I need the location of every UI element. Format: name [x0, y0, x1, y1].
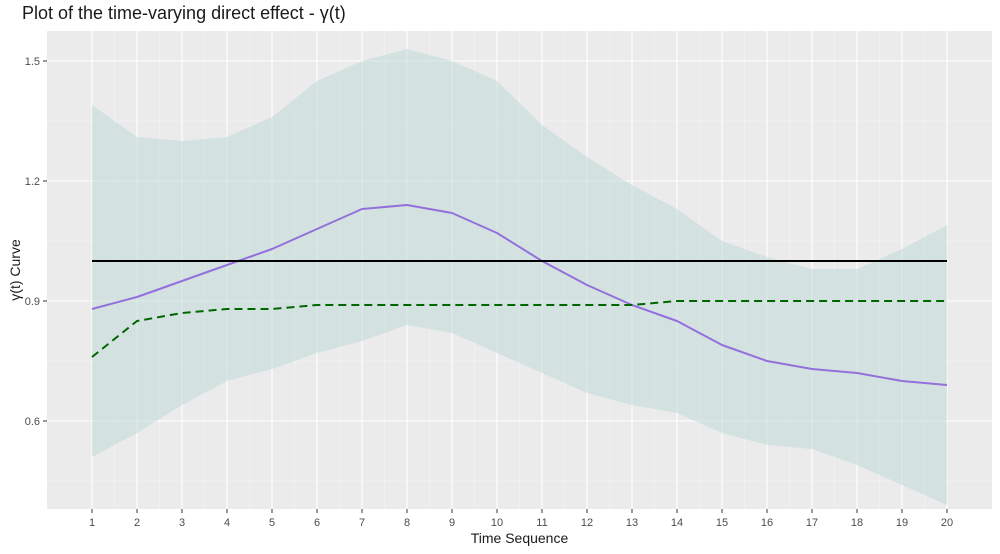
confidence-band: [92, 49, 947, 505]
x-tick-label: 14: [671, 517, 683, 529]
gamma-curve-line: [91, 204, 948, 386]
x-tick-label: 19: [896, 517, 908, 529]
x-tick-label: 12: [581, 517, 593, 529]
chart-title: Plot of the time-varying direct effect -…: [22, 3, 346, 23]
x-tick-label: 6: [314, 517, 320, 529]
x-tick-label: 16: [761, 517, 773, 529]
x-tick-label: 8: [404, 517, 410, 529]
x-tick-label: 7: [359, 517, 365, 529]
series-layer: [91, 204, 948, 386]
x-tick-label: 9: [449, 517, 455, 529]
x-tick-label: 18: [851, 517, 863, 529]
y-axis-title: γ(t) Curve: [7, 239, 23, 301]
y-tick-label: 0.6: [25, 416, 40, 428]
x-tick-label: 20: [941, 517, 953, 529]
dashed-curve-line: [91, 300, 947, 358]
x-axis: 1 2 3 4 5 6 7 8 9 10 11 12 13 14 15 16 17 18 19 20: [89, 509, 953, 529]
x-tick-label: 10: [491, 517, 503, 529]
x-tick-label: 11: [536, 517, 547, 529]
x-tick-label: 17: [806, 517, 818, 529]
x-axis-title: Time Sequence: [471, 530, 569, 546]
y-tick-label: 1.5: [25, 56, 40, 68]
x-tick-label: 1: [89, 517, 95, 529]
y-tick-label: 1.2: [25, 176, 40, 188]
y-tick-label: 0.9: [25, 296, 40, 308]
x-tick-label: 4: [224, 517, 230, 529]
x-tick-label: 2: [134, 517, 140, 529]
x-tick-label: 13: [626, 517, 638, 529]
x-tick-label: 5: [269, 517, 275, 529]
x-tick-label: 3: [179, 517, 185, 529]
x-tick-label: 15: [716, 517, 728, 529]
y-axis: 0.6 0.9 1.2 1.5: [25, 56, 47, 428]
